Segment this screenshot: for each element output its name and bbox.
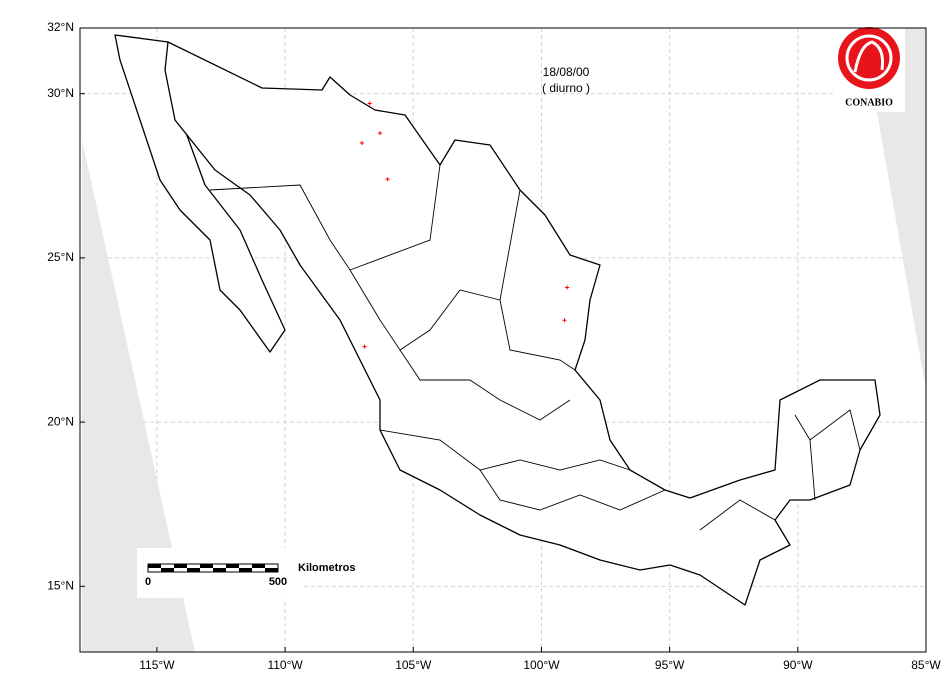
scale-segment: [187, 568, 200, 572]
scale-segment: [148, 564, 161, 568]
scale-end: 500: [269, 576, 287, 588]
x-tick-label: 85°W: [911, 658, 941, 672]
mainland-mexico: [164, 41, 881, 606]
scale-start: 0: [145, 576, 151, 588]
y-tick-label: 20°N: [47, 414, 74, 428]
y-tick-label: 25°N: [47, 250, 74, 264]
scale-segment: [213, 568, 226, 572]
state-border: [499, 299, 576, 371]
x-tick-label: 90°W: [783, 658, 813, 672]
scale-segment: [252, 564, 265, 568]
scale-segment: [265, 568, 278, 572]
fire-points: [360, 101, 570, 349]
y-tick-label: 15°N: [47, 578, 74, 592]
state-border: [209, 164, 441, 271]
scale-segment: [200, 564, 213, 568]
scale-bar: Kilometros 0 500: [137, 548, 355, 598]
x-tick-label: 115°W: [139, 658, 175, 672]
y-tick-label: 30°N: [47, 86, 74, 100]
scale-segment: [239, 568, 252, 572]
x-tick-label: 110°W: [267, 658, 303, 672]
state-border: [379, 429, 631, 471]
scale-label: Kilometros: [298, 562, 355, 574]
x-tick-label: 105°W: [395, 658, 432, 672]
fire-point: [360, 140, 364, 145]
scale-segment: [161, 568, 174, 572]
logo-emblem-figure: [853, 40, 884, 73]
logo-text: CONABIO: [845, 97, 893, 108]
fire-point: [385, 177, 390, 182]
date-annotation: 18/08/00: [543, 65, 590, 79]
x-tick-label: 100°W: [523, 658, 560, 672]
state-border: [399, 349, 571, 421]
no-data-swath: [82, 140, 195, 652]
fire-point: [562, 318, 567, 323]
period-annotation: ( diurno ): [542, 81, 590, 95]
fire-point: [367, 101, 372, 106]
scale-segment: [226, 564, 239, 568]
fire-point: [362, 344, 367, 349]
scale-box: [137, 548, 302, 598]
state-border: [794, 409, 861, 451]
x-tick-label: 95°W: [655, 658, 685, 672]
y-tick-label: 32°N: [47, 20, 74, 34]
state-border: [699, 499, 776, 531]
logo-emblem-ring: [845, 34, 893, 82]
map-frame: [79, 27, 927, 653]
scale-segment: [174, 564, 187, 568]
state-border: [809, 439, 816, 501]
state-borders: [209, 164, 861, 531]
fire-point: [565, 285, 570, 290]
fire-point: [377, 131, 382, 136]
logo: CONABIO: [833, 24, 905, 112]
no-data-swath: [862, 28, 926, 390]
state-border: [479, 469, 666, 511]
